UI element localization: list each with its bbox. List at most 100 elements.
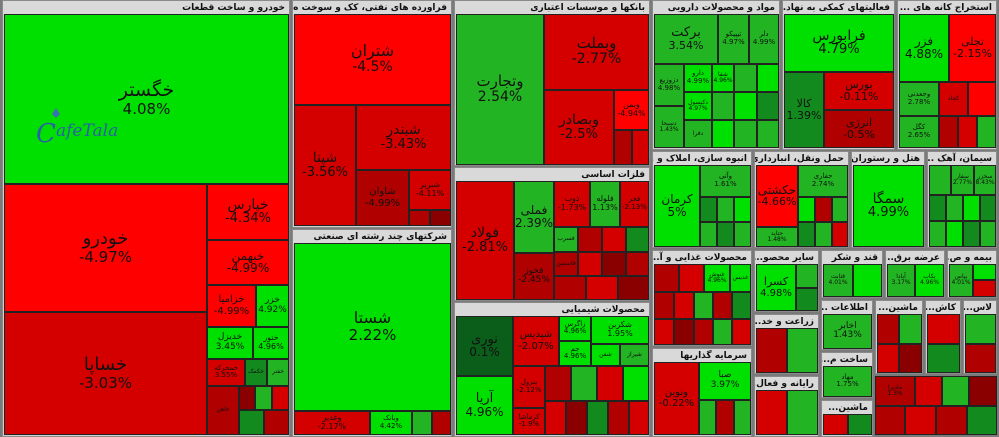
tile-bkab[interactable]: بکاب 4.96% bbox=[915, 264, 944, 297]
tile-small[interactable] bbox=[713, 319, 732, 345]
tile-dkisol[interactable]: دکیسول 4.97% bbox=[684, 92, 712, 120]
tile-small[interactable] bbox=[832, 222, 848, 247]
tile-shfan[interactable]: شفن bbox=[591, 344, 620, 366]
tile-kchad[interactable]: کچاد bbox=[939, 82, 968, 116]
tile-hafari[interactable]: حفاری 2.74% bbox=[798, 165, 848, 197]
tile-small[interactable] bbox=[815, 197, 832, 222]
tile-small[interactable] bbox=[608, 401, 629, 435]
tile-small[interactable] bbox=[757, 92, 779, 120]
tile-small[interactable] bbox=[734, 92, 757, 120]
tile-small[interactable] bbox=[239, 410, 264, 435]
tile-small[interactable] bbox=[936, 406, 967, 435]
tile-khsapa[interactable]: خساپا -3.03% bbox=[4, 312, 207, 435]
tile-farabourse[interactable]: فرابورس 4.79% bbox=[784, 14, 894, 72]
tile-tajalli[interactable]: تجلی -2.15% bbox=[949, 14, 996, 82]
tile-small[interactable] bbox=[877, 344, 899, 373]
tile-petrol[interactable]: پترول -2.12% bbox=[513, 366, 545, 408]
tile-dfara[interactable]: دفرا bbox=[684, 120, 712, 148]
tile-small[interactable] bbox=[717, 222, 734, 247]
tile-jam[interactable]: جم 4.96% bbox=[559, 341, 591, 366]
tile-small[interactable] bbox=[977, 116, 996, 148]
tile-small[interactable] bbox=[717, 197, 734, 222]
tile-fasmin[interactable]: فاسمین bbox=[554, 252, 578, 276]
tile-saba[interactable]: صبا 3.97% bbox=[699, 362, 751, 400]
tile-small[interactable] bbox=[602, 227, 626, 252]
tile-small[interactable] bbox=[545, 401, 566, 435]
tile-fameli[interactable]: فملی 2.39% bbox=[514, 181, 554, 253]
tile-shasta[interactable]: شستا 2.22% bbox=[294, 243, 451, 411]
tile-sfar[interactable]: سفار 2.77% bbox=[951, 165, 974, 195]
tile-shpna[interactable]: شپنا -3.56% bbox=[294, 105, 356, 226]
tile-fazar[interactable]: فزر 4.88% bbox=[899, 14, 949, 82]
tile-shkarbon[interactable]: شکربن 1.95% bbox=[591, 316, 649, 344]
tile-small[interactable] bbox=[787, 328, 818, 373]
tile-vghadir[interactable]: وغدیر -2.17% bbox=[294, 411, 370, 435]
tile-small[interactable] bbox=[734, 120, 757, 148]
tile-khfanar[interactable]: خفنر bbox=[267, 359, 289, 386]
tile-small[interactable] bbox=[963, 221, 980, 247]
tile-vbmen[interactable]: وبمن -4.94% bbox=[614, 90, 649, 130]
tile-vbsader[interactable]: وبصادر -2.5% bbox=[544, 90, 614, 165]
tile-small[interactable] bbox=[965, 344, 996, 373]
tile-kala[interactable]: کالا 1.39% bbox=[784, 72, 824, 148]
tile-tipiko[interactable]: تیپیکو 4.97% bbox=[718, 14, 749, 64]
tile-small[interactable] bbox=[618, 276, 649, 300]
tile-small[interactable] bbox=[815, 222, 832, 247]
tile-small[interactable] bbox=[967, 406, 997, 435]
tile-small[interactable] bbox=[958, 116, 977, 148]
tile-small[interactable] bbox=[587, 401, 608, 435]
tile-small[interactable] bbox=[946, 221, 963, 247]
tile-khahan[interactable]: خاهن bbox=[207, 386, 239, 435]
tile-vbmellat[interactable]: وبملت -2.77% bbox=[544, 14, 649, 90]
tile-small[interactable] bbox=[832, 197, 848, 222]
tile-small[interactable] bbox=[915, 376, 942, 406]
tile-khzamia[interactable]: خزامیا -4.99% bbox=[207, 285, 256, 327]
tile-htayd[interactable]: حتاید 1.48% bbox=[756, 227, 798, 247]
tile-small[interactable] bbox=[963, 195, 980, 221]
tile-small[interactable] bbox=[586, 276, 618, 300]
tile-small[interactable] bbox=[716, 400, 734, 435]
tile-small[interactable] bbox=[674, 319, 694, 345]
tile-small[interactable] bbox=[980, 195, 996, 221]
tile-small[interactable] bbox=[629, 401, 649, 435]
tile-small[interactable] bbox=[796, 264, 818, 288]
tile-small[interactable] bbox=[694, 319, 713, 345]
tile-shiraz[interactable]: شیراز bbox=[620, 344, 649, 366]
tile-khtoor[interactable]: ختور 4.96% bbox=[253, 327, 289, 359]
tile-small[interactable] bbox=[796, 288, 818, 311]
tile-small[interactable] bbox=[875, 406, 905, 435]
tile-small[interactable] bbox=[732, 292, 751, 319]
tile-small[interactable] bbox=[929, 165, 951, 195]
tile-small[interactable] bbox=[545, 366, 571, 401]
tile-vtejarat[interactable]: وتجارت 2.54% bbox=[456, 14, 544, 165]
tile-mahad[interactable]: مهاد 1.75% bbox=[823, 366, 872, 397]
tile-small[interactable] bbox=[713, 292, 732, 319]
tile-small[interactable] bbox=[571, 366, 597, 401]
tile-barekat[interactable]: برکت 3.54% bbox=[654, 14, 718, 64]
tile-small[interactable] bbox=[409, 210, 430, 226]
tile-small[interactable] bbox=[412, 411, 432, 435]
tile-samga[interactable]: سمگا 4.99% bbox=[853, 165, 924, 247]
tile-dsobha[interactable]: دسبحا 1.43% bbox=[654, 106, 684, 148]
tile-small[interactable] bbox=[255, 386, 272, 410]
tile-ghsabet[interactable]: قثابت 4.01% bbox=[823, 264, 853, 297]
tile-small[interactable] bbox=[757, 120, 779, 148]
tile-fajr[interactable]: فجر -2.13% bbox=[620, 181, 649, 227]
tile-shafa[interactable]: شفا 4.96% bbox=[712, 64, 734, 92]
tile-small[interactable] bbox=[798, 197, 815, 222]
tile-small[interactable] bbox=[929, 195, 946, 221]
tile-khodro[interactable]: خودرو -4.97% bbox=[4, 184, 207, 312]
tile-small[interactable] bbox=[798, 222, 815, 247]
tile-small[interactable] bbox=[756, 390, 787, 435]
tile-bourse[interactable]: بورس -0.11% bbox=[824, 72, 894, 110]
tile-small[interactable] bbox=[602, 252, 626, 276]
tile-kasra[interactable]: کسرا 4.98% bbox=[756, 264, 796, 311]
tile-small[interactable] bbox=[432, 411, 451, 435]
tile-energy[interactable]: انرژی -0.5% bbox=[824, 110, 894, 148]
tile-shbriz[interactable]: شبریز -4.11% bbox=[409, 170, 451, 210]
tile-khbahman[interactable]: خبهمن -4.99% bbox=[207, 240, 289, 285]
tile-small[interactable] bbox=[939, 116, 958, 148]
tile-small[interactable] bbox=[946, 195, 963, 221]
tile-small[interactable] bbox=[654, 319, 674, 345]
tile-small[interactable] bbox=[853, 264, 882, 297]
